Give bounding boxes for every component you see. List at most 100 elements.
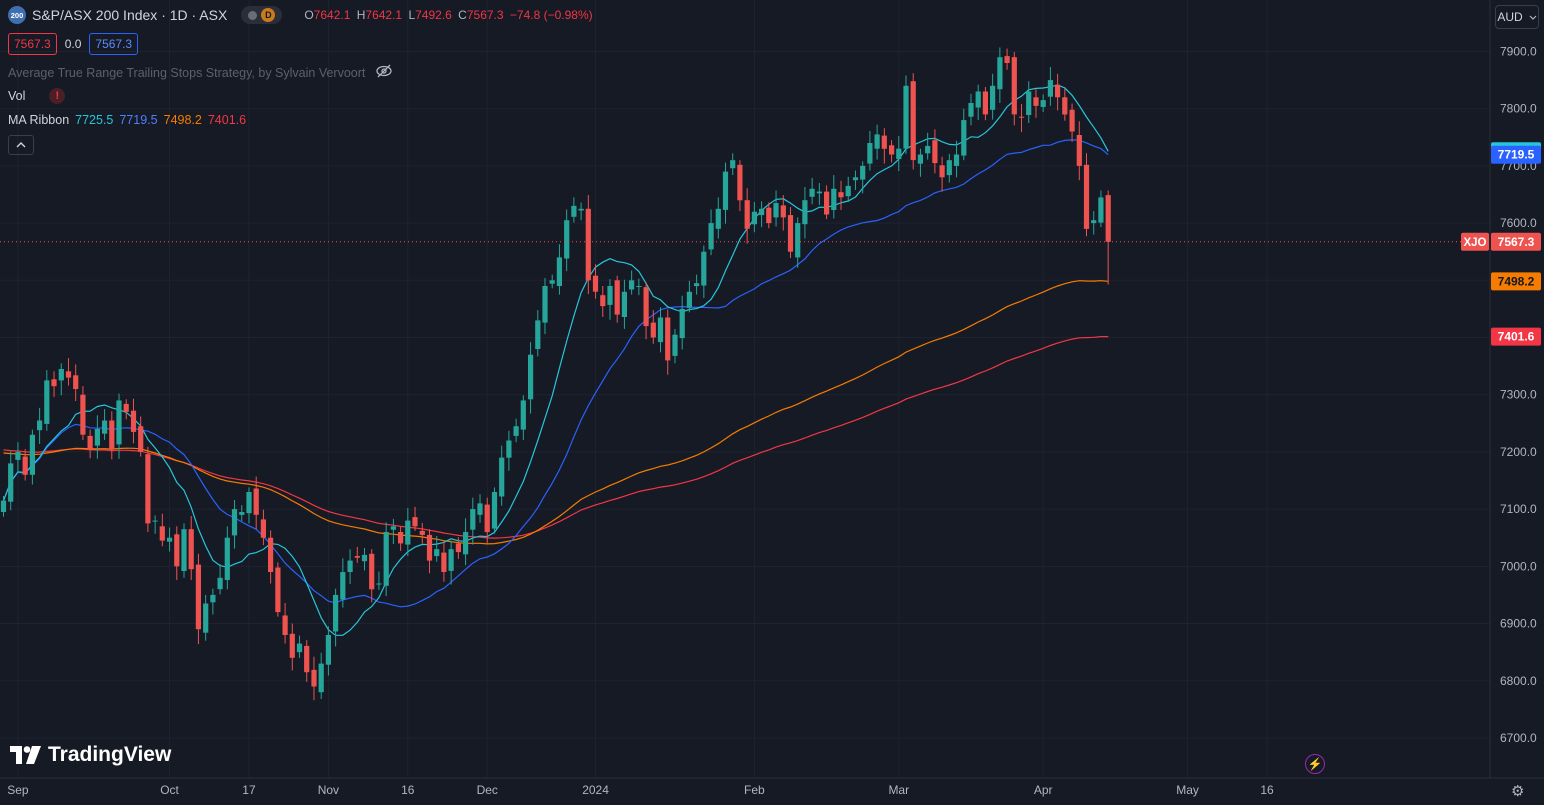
- legend-collapse[interactable]: [8, 135, 34, 155]
- warning-icon[interactable]: !: [49, 88, 66, 104]
- price-tick-label: 7800.0: [1500, 102, 1537, 116]
- candle-body: [903, 85, 909, 149]
- candle-body: [275, 567, 281, 613]
- ma-ribbon-label: MA Ribbon: [8, 113, 70, 127]
- price-tick-label: 7200.0: [1500, 445, 1537, 459]
- candle-body: [22, 456, 28, 475]
- candle-body: [1069, 109, 1075, 132]
- candle-body: [138, 426, 144, 452]
- close-label: C: [458, 8, 467, 22]
- candle-body: [953, 154, 960, 166]
- candle-body: [15, 451, 21, 460]
- volume-legend[interactable]: Vol !: [8, 88, 66, 104]
- candle-body: [708, 223, 714, 250]
- candle-body: [145, 454, 151, 524]
- currency-select[interactable]: AUD: [1495, 5, 1539, 29]
- ma-ribbon-value-3: 7498.2: [163, 113, 202, 127]
- price-tick-label: 7100.0: [1500, 502, 1537, 516]
- sell-button[interactable]: 7567.3: [8, 33, 57, 55]
- last-price-axis-label-bg: [1491, 232, 1541, 251]
- candle-body: [260, 519, 266, 538]
- gear-icon[interactable]: ⚙: [1511, 783, 1525, 800]
- strategy-legend[interactable]: Average True Range Trailing Stops Strate…: [8, 64, 393, 81]
- time-tick-label: 2024: [582, 783, 609, 797]
- candle-body: [990, 85, 996, 110]
- candle-body: [910, 81, 916, 161]
- price-tick-label: 6800.0: [1500, 674, 1537, 688]
- symbol-title[interactable]: S&P/ASX 200 Index · 1D · ASX: [32, 7, 228, 23]
- candle-body: [542, 286, 548, 323]
- candle-body: [824, 191, 830, 215]
- candle-body: [672, 334, 678, 356]
- ma-ribbon-value-2: 7719.5: [119, 113, 158, 127]
- candle-body: [1011, 57, 1017, 115]
- candle-body: [766, 207, 772, 224]
- candle-body: [333, 594, 339, 632]
- candle-body: [152, 520, 158, 522]
- change-value: −74.8 (−0.98%): [509, 8, 593, 22]
- candle-body: [419, 530, 425, 535]
- candle-body: [549, 280, 555, 284]
- candle-body: [701, 251, 707, 286]
- candle-body: [564, 220, 570, 259]
- candle-body: [665, 317, 671, 361]
- ma-ribbon-axis-label-4: 7401.6: [1498, 330, 1535, 344]
- candle-body: [694, 283, 700, 287]
- candle-body: [556, 257, 562, 286]
- time-tick-label: May: [1176, 783, 1199, 797]
- candle-body: [585, 208, 591, 281]
- candle-body: [195, 564, 201, 630]
- ma-ribbon-legend[interactable]: MA Ribbon 7725.5 7719.5 7498.2 7401.6: [8, 113, 246, 127]
- candle-body: [470, 509, 476, 530]
- candle-body: [809, 188, 815, 197]
- volume-label: Vol: [8, 89, 26, 103]
- candle-body: [51, 379, 57, 387]
- candle-body: [614, 280, 620, 315]
- candle-body: [296, 643, 303, 653]
- candle-body: [607, 286, 613, 305]
- buy-button[interactable]: 7567.3: [89, 33, 139, 55]
- price-tick-label: 6700.0: [1500, 731, 1537, 745]
- candle-body: [650, 322, 656, 338]
- market-status-pill[interactable]: D: [241, 6, 283, 24]
- ma-ribbon-line-4: [2, 84, 1109, 636]
- price-tick-label: 7900.0: [1500, 44, 1537, 58]
- high-value: 7642.1: [365, 8, 403, 22]
- candle-body: [946, 160, 952, 176]
- time-tick-label: 16: [1260, 783, 1274, 797]
- candle-body: [1004, 56, 1010, 63]
- candle-body: [304, 645, 310, 673]
- candle-body: [477, 503, 483, 515]
- tradingview-logo[interactable]: TradingView: [10, 743, 171, 767]
- candle-body: [1040, 100, 1046, 107]
- time-tick-label: Oct: [160, 783, 179, 797]
- chevron-down-icon: [1529, 15, 1537, 20]
- time-tick-label: Apr: [1034, 783, 1053, 797]
- candle-body: [1018, 116, 1025, 118]
- low-label: L: [408, 8, 416, 22]
- ma-ribbon-axis-label-2: 7719.5: [1498, 148, 1535, 162]
- candle-body: [982, 91, 988, 115]
- candle-body: [535, 320, 541, 349]
- ma-ribbon-axis-label-3-bg: [1491, 272, 1541, 291]
- candle-body: [939, 165, 945, 178]
- time-tick-label: 16: [401, 783, 415, 797]
- bolt-icon[interactable]: ⚡: [1305, 754, 1325, 774]
- candle-body: [80, 394, 86, 435]
- candle-body: [398, 532, 404, 544]
- ma-ribbon-line-2: [3, 280, 1109, 545]
- last-price-axis-label: 7567.3: [1498, 235, 1535, 249]
- ma-ribbon-value-1: 7725.5: [75, 113, 114, 127]
- candle-body: [578, 208, 584, 211]
- asx200-logo-icon: 200: [8, 6, 26, 24]
- candle-body: [354, 556, 360, 558]
- candle-body: [571, 205, 577, 217]
- symbol-tag-bg: [1461, 232, 1489, 251]
- eye-crossed-icon[interactable]: [375, 64, 393, 81]
- time-tick-label: Dec: [477, 783, 498, 797]
- chevron-up-icon[interactable]: [8, 135, 34, 155]
- candle-body: [289, 633, 295, 658]
- time-tick-label: Feb: [744, 783, 765, 797]
- time-axis: Sep Oct 17 Nov 16 Dec 2024 Feb Mar Apr May 16: [7, 783, 1274, 797]
